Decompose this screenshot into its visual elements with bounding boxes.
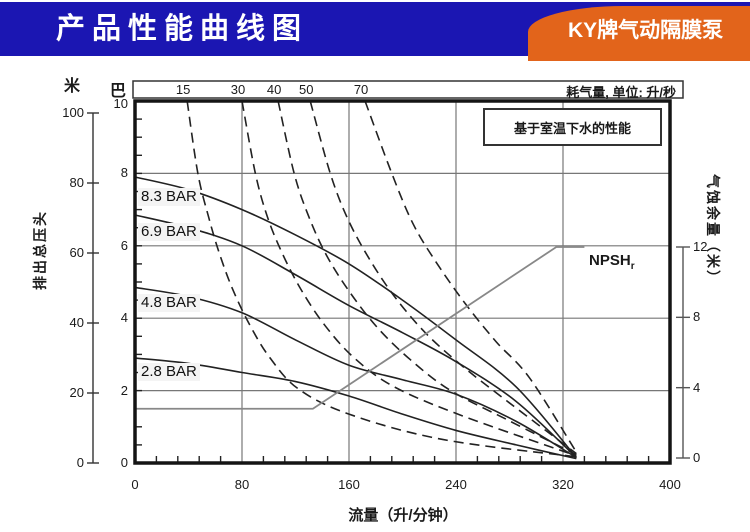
brand-badge-label: KY牌气动隔膜泵 — [568, 19, 724, 42]
discharge-head-axis-title: 排出总压头 — [32, 210, 48, 290]
bar-tick-10: 10 — [113, 96, 128, 111]
air-strip-tick-15: 15 — [175, 82, 191, 97]
air-strip-tick-70: 70 — [353, 82, 369, 97]
npsh-curve-label: NPSHr — [589, 252, 635, 272]
flow-tick-320: 320 — [552, 477, 574, 492]
air-strip-tick-30: 30 — [230, 82, 246, 97]
flow-axis-title: 流量（升/分钟） — [348, 507, 458, 524]
flow-tick-0: 0 — [131, 477, 139, 492]
bar-tick-0: 0 — [120, 455, 128, 470]
page-title: 产品性能曲线图 — [56, 13, 309, 45]
bar-tick-2: 2 — [120, 382, 128, 398]
npsh-tick-12: 12 — [693, 239, 708, 254]
curve-label-4.8-bar: 4.8 BAR — [138, 294, 200, 312]
left-axis-bar-unit: 巴 — [110, 83, 127, 100]
plot-canvas — [87, 80, 690, 465]
meter-tick-60: 60 — [69, 245, 84, 260]
meter-tick-20: 20 — [69, 385, 84, 400]
note-text: 基于室温下水的性能 — [513, 120, 631, 136]
air-strip-tick-50: 50 — [298, 82, 314, 97]
flow-tick-400: 400 — [659, 477, 681, 492]
air-strip-tick-40: 40 — [266, 82, 282, 97]
performance-chart: 米 巴 耗气量, 单位: 升/秒 排出总压头 气蚀余量（米） 基于室温下水的性能… — [0, 60, 750, 532]
air-consumption-axis-title: 耗气量, 单位: 升/秒 — [566, 85, 676, 100]
note-box: 基于室温下水的性能 — [483, 108, 662, 146]
header-bar: KY牌气动隔膜泵 产品性能曲线图 — [0, 0, 750, 61]
flow-tick-160: 160 — [338, 477, 360, 492]
meter-tick-100: 100 — [62, 105, 84, 120]
meter-tick-40: 40 — [69, 315, 84, 330]
curve-label-8.3-bar: 8.3 BAR — [138, 188, 200, 206]
bar-tick-4: 4 — [120, 310, 128, 326]
left-axis-meter-unit: 米 — [64, 78, 81, 95]
npsh-tick-0: 0 — [693, 450, 701, 465]
npsh-axis-title: 气蚀余量（米） — [705, 174, 721, 286]
flow-tick-240: 240 — [445, 477, 467, 492]
meter-tick-0: 0 — [76, 455, 84, 470]
curve-label-6.9-bar: 6.9 BAR — [138, 223, 200, 241]
npsh-tick-4: 4 — [693, 379, 701, 395]
bar-tick-6: 6 — [120, 237, 128, 253]
npsh-tick-8: 8 — [693, 309, 701, 325]
brand-badge: KY牌气动隔膜泵 — [528, 6, 750, 61]
flow-tick-80: 80 — [234, 477, 250, 492]
curve-label-2.8-bar: 2.8 BAR — [138, 363, 200, 381]
meter-tick-80: 80 — [69, 175, 84, 190]
bar-tick-8: 8 — [120, 165, 128, 181]
